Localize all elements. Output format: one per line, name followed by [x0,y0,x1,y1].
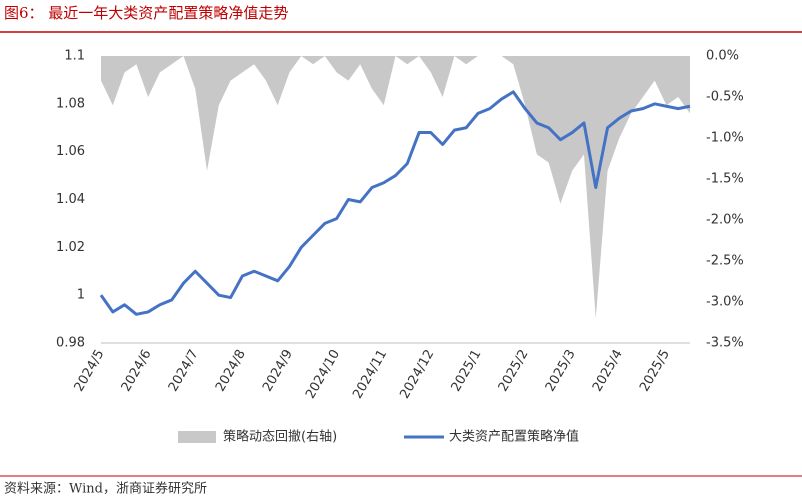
y2-tick-label: -2.0% [706,213,744,228]
y-tick-label: 1.1 [64,49,85,64]
y-tick-label: 1.02 [56,240,85,255]
y2-tick-label: -3.5% [706,336,744,351]
x-tick-label: 2025/5 [637,347,673,394]
y-tick-label: 1.08 [56,96,85,111]
y2-tick-label: -3.0% [706,295,744,310]
x-tick-label: 2025/3 [543,347,579,394]
y-tick-label: 0.98 [56,336,85,351]
x-tick-label: 2024/5 [72,347,108,394]
x-tick-label: 2024/11 [350,347,390,401]
y-tick-label: 1.04 [56,192,85,207]
x-tick-label: 2025/1 [449,347,485,394]
legend-label: 大类资产配置策略净值 [449,429,579,445]
y2-tick-label: -0.5% [706,90,744,105]
source: 资料来源：Wind，浙商证券研究所 [4,481,207,497]
y2-tick-label: -1.5% [706,172,744,187]
nav-line [99,90,691,316]
drawdown-area [101,56,690,319]
y2-tick-label: 0.0% [706,49,739,64]
x-tick-label: 2024/7 [166,347,202,394]
legend-label: 策略动态回撤(右轴) [223,429,337,445]
x-tick-label: 2024/10 [303,347,343,401]
x-tick-label: 2025/2 [496,347,532,394]
y2-tick-label: -1.0% [706,131,744,146]
y-tick-label: 1.06 [56,144,85,159]
x-tick-label: 2024/9 [260,347,296,394]
y2-tick-label: -2.5% [706,254,744,269]
chart-title: 图6： 最近一年大类资产配置策略净值走势 [4,4,288,22]
x-tick-label: 2024/6 [119,347,155,394]
x-tick-label: 2024/8 [213,347,249,394]
y-tick-label: 1 [77,288,85,303]
legend-swatch [178,431,216,443]
x-tick-label: 2025/4 [590,347,626,394]
x-tick-label: 2024/12 [397,347,437,401]
